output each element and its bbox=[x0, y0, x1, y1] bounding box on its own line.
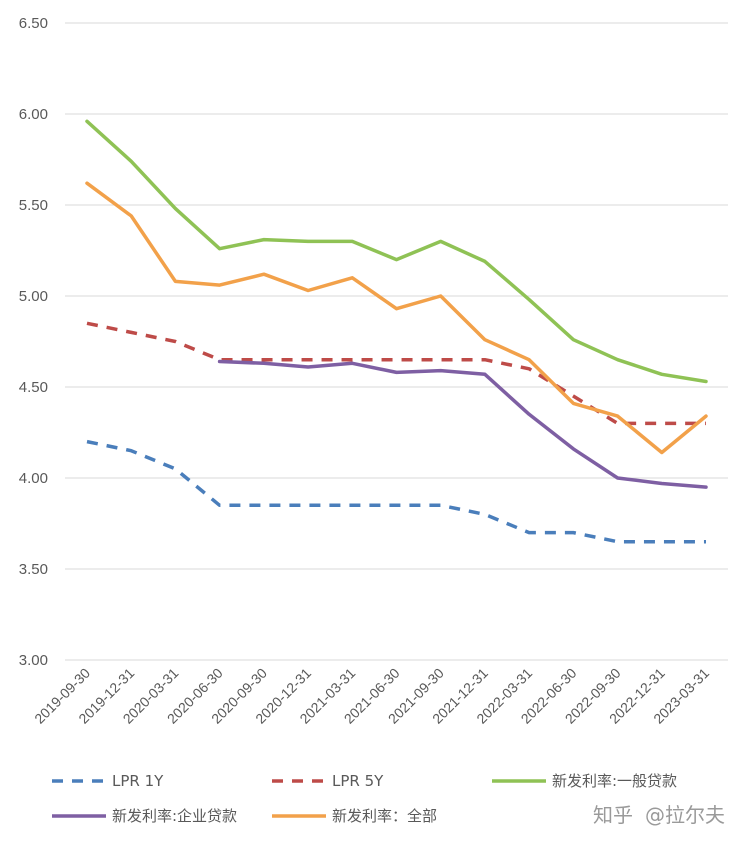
series-line-5 bbox=[85, 181, 708, 455]
y-tick-label: 4.00 bbox=[19, 470, 48, 487]
y-tick-label: 6.00 bbox=[19, 106, 48, 123]
y-tick-label: 3.50 bbox=[19, 561, 48, 578]
series-line-3 bbox=[85, 119, 708, 384]
x-axis-ticks: 2019-09-302019-12-312020-03-312020-06-30… bbox=[31, 665, 712, 727]
watermark: 知乎 @拉尔夫 bbox=[593, 803, 725, 827]
series-lines bbox=[85, 119, 708, 544]
y-tick-label: 6.50 bbox=[19, 15, 48, 32]
legend-label-4: 新发利率:企业贷款 bbox=[112, 807, 237, 825]
watermark-author: @拉尔夫 bbox=[645, 803, 725, 827]
y-axis-ticks: 3.00 3.50 4.00 4.50 5.00 5.50 6.00 6.50 bbox=[19, 15, 48, 669]
zhihu-watermark: 知乎 @拉尔夫 bbox=[593, 803, 725, 827]
y-tick-label: 3.00 bbox=[19, 652, 48, 669]
legend-label-1: LPR 1Y bbox=[112, 772, 164, 790]
y-tick-label: 5.00 bbox=[19, 288, 48, 305]
y-tick-label: 4.50 bbox=[19, 379, 48, 396]
watermark-brand: 知乎 bbox=[593, 803, 633, 827]
gridlines bbox=[65, 22, 728, 661]
series-line-2 bbox=[86, 321, 706, 426]
y-tick-label: 5.50 bbox=[19, 197, 48, 214]
series-line-1 bbox=[86, 439, 706, 544]
series-line-4 bbox=[217, 359, 708, 489]
legend-label-2: LPR 5Y bbox=[332, 772, 384, 790]
legend-label-5: 新发利率：全部 bbox=[332, 807, 437, 825]
legend-label-3: 新发利率:一般贷款 bbox=[552, 772, 677, 790]
